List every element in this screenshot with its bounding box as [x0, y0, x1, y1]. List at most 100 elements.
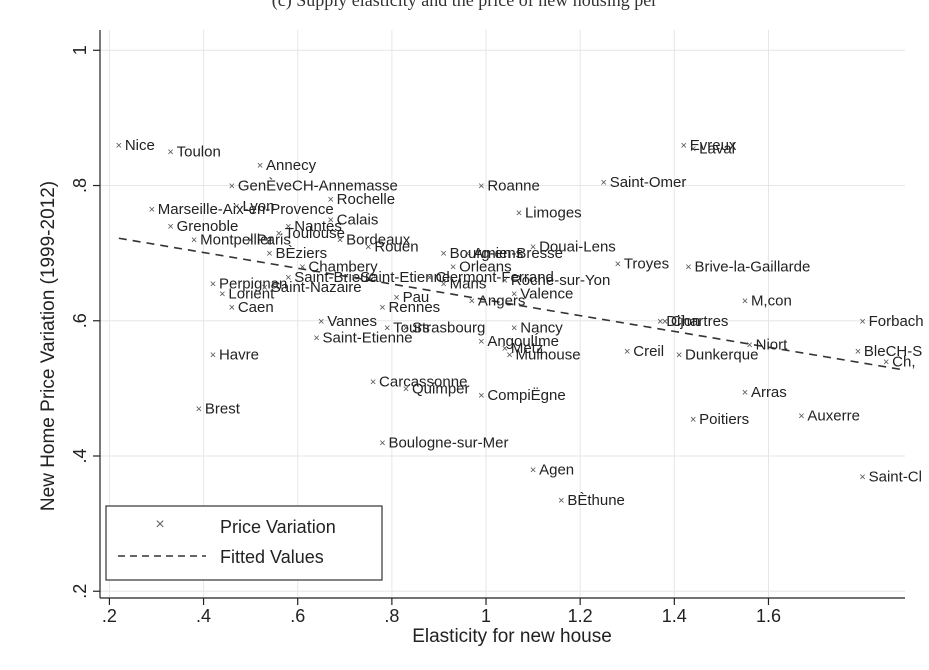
data-point-label: Strasbourg: [412, 320, 485, 337]
data-point-label: Clermont-Ferrand: [436, 269, 554, 286]
data-point: ×: [502, 343, 508, 355]
data-point: ×: [365, 241, 371, 253]
data-point: ×: [116, 140, 122, 152]
data-point-label: Rennes: [388, 299, 440, 316]
data-point: ×: [229, 302, 235, 314]
grid-lines: [100, 30, 905, 598]
data-point-label: Paris: [257, 232, 291, 249]
data-point: ×: [681, 140, 687, 152]
data-point: ×: [379, 437, 385, 449]
data-point-label: Saint-Brieuc: [294, 269, 376, 286]
data-point: ×: [210, 279, 216, 291]
data-point: ×: [511, 289, 517, 301]
data-point-label: Limoges: [525, 205, 582, 222]
data-point: ×: [478, 390, 484, 402]
data-point-label: Lorient: [228, 286, 275, 303]
data-point: ×: [511, 323, 517, 335]
data-point-label: BÈthune: [567, 492, 625, 509]
data-point-label: Creil: [633, 343, 664, 360]
data-point: ×: [450, 262, 456, 274]
data-point: ×: [403, 323, 409, 335]
data-point: ×: [558, 495, 564, 507]
data-point-label: Metz: [511, 340, 544, 357]
y-axis-title: New Home Price Variation (1999-2012): [38, 181, 59, 511]
data-point: ×: [746, 339, 752, 351]
data-point-label: Dunkerque: [685, 347, 758, 364]
x-tick-label: .2: [102, 606, 117, 626]
data-point-label: Perpignan: [219, 276, 287, 293]
data-point-label: Roanne: [487, 178, 540, 195]
data-point-label: Brive-la-Gaillarde: [694, 259, 810, 276]
data-point: ×: [798, 410, 804, 422]
data-point-label: Marseille-Aix-en-Provence: [158, 201, 334, 218]
data-point: ×: [262, 282, 268, 294]
x-tick-label: .4: [196, 606, 211, 626]
data-point: ×: [506, 350, 512, 362]
data-point: ×: [403, 383, 409, 395]
data-point-label: Bordeaux: [346, 232, 411, 249]
data-point-label: Troyes: [624, 255, 669, 272]
data-point: ×: [351, 272, 357, 284]
chart-title: (c) Supply elasticity and the price of n…: [271, 0, 658, 10]
data-point-label: Rochelle: [337, 191, 395, 208]
data-point: ×: [266, 248, 272, 260]
data-point: ×: [210, 350, 216, 362]
y-tick-label: .4: [70, 448, 90, 463]
data-point: ×: [285, 272, 291, 284]
data-point: ×: [624, 346, 630, 358]
data-point-label: Chambery: [308, 259, 378, 276]
data-point-label: AngoulÍme: [487, 333, 559, 350]
data-point-label: Annecy: [266, 157, 317, 174]
data-point: ×: [167, 147, 173, 159]
data-point-label: Vannes: [327, 313, 377, 330]
data-point: ×: [276, 228, 282, 240]
data-point: ×: [167, 221, 173, 233]
data-point-label: Saint-Cl: [869, 468, 922, 485]
data-point: ×: [327, 194, 333, 206]
data-point: ×: [516, 208, 522, 220]
y-tick-label: .2: [70, 584, 90, 599]
data-point-label: Montpellier: [200, 232, 273, 249]
data-point: ×: [855, 346, 861, 358]
data-point: ×: [327, 214, 333, 226]
data-point: ×: [685, 262, 691, 274]
y-tick-label: .6: [70, 313, 90, 328]
x-tick-label: 1.6: [756, 606, 781, 626]
data-point-label: Toulouse: [285, 225, 345, 242]
data-point-label: Lyon: [243, 198, 275, 215]
data-point: ×: [370, 377, 376, 389]
data-point: ×: [440, 279, 446, 291]
data-point: ×: [440, 248, 446, 260]
data-point: ×: [285, 221, 291, 233]
data-point-label: Havre: [219, 347, 259, 364]
fitted-values-line: [118, 237, 906, 371]
data-point-label: Nice: [125, 137, 155, 154]
legend-entry-fitted-values: Fitted Values: [220, 547, 324, 567]
x-tick-label: 1.4: [662, 606, 687, 626]
data-point-label: BleCH-S: [864, 343, 922, 360]
legend-box: [105, 505, 383, 581]
data-point: ×: [676, 350, 682, 362]
data-point: ×: [257, 160, 263, 172]
data-point-label: Caen: [238, 299, 274, 316]
data-point-label: Calais: [337, 211, 379, 228]
data-point-label: Evreux: [690, 137, 737, 154]
data-point-label: Brest: [205, 401, 241, 418]
data-point: ×: [615, 258, 621, 270]
data-point-label: Valence: [520, 286, 573, 303]
data-point: ×: [478, 181, 484, 193]
data-point: ×: [247, 235, 253, 247]
data-point-label: Bourg-en-Bresse: [450, 245, 563, 262]
data-point: ×: [859, 316, 865, 328]
data-point: ×: [742, 295, 748, 307]
x-tick-label: .8: [384, 606, 399, 626]
data-point: ×: [337, 235, 343, 247]
data-point-label: Auxerre: [807, 407, 860, 424]
x-tick-label: .6: [290, 606, 305, 626]
data-point-label: Laval: [699, 140, 735, 157]
data-point-label: Poitiers: [699, 411, 749, 428]
axes: .2 .4 .6 .8 1 1.2 1.4 1.6 .2 .4 .6 .8 1: [70, 30, 905, 626]
data-point-label: Chartres: [671, 313, 729, 330]
data-point: ×: [662, 316, 668, 328]
